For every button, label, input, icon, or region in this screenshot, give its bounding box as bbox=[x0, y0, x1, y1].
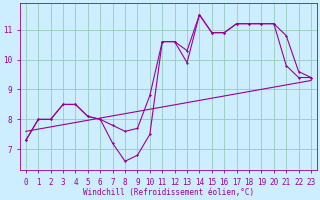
X-axis label: Windchill (Refroidissement éolien,°C): Windchill (Refroidissement éolien,°C) bbox=[83, 188, 254, 197]
